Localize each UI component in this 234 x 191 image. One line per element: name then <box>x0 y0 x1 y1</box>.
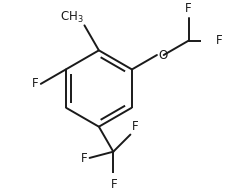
Text: F: F <box>216 34 222 47</box>
Text: O: O <box>159 49 168 62</box>
Text: F: F <box>185 2 192 15</box>
Text: F: F <box>32 77 39 90</box>
Text: CH$_3$: CH$_3$ <box>60 9 84 24</box>
Text: F: F <box>111 178 117 191</box>
Text: F: F <box>132 120 138 133</box>
Text: F: F <box>81 152 88 165</box>
